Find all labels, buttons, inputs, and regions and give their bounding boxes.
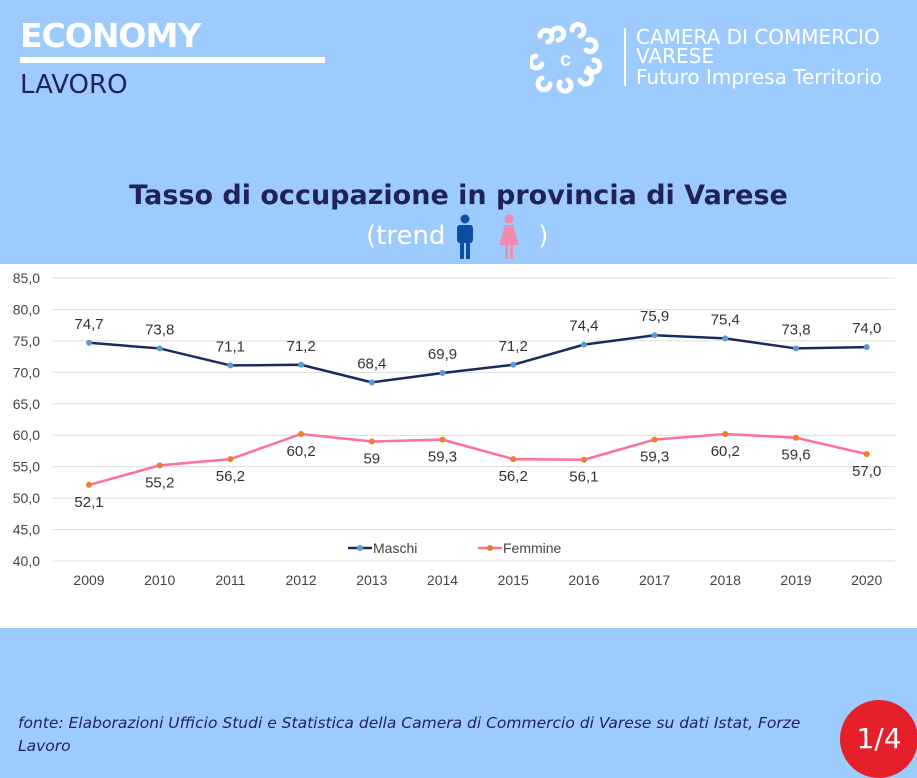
chart-title: Tasso di occupazione in provincia di Var… (129, 180, 788, 211)
data-point (722, 335, 729, 342)
data-label: 71,2 (286, 338, 315, 355)
data-label: 56,2 (499, 468, 528, 485)
data-point (722, 430, 729, 437)
data-point (580, 456, 587, 463)
source-note: fonte: Elaborazioni Ufficio Studi e Stat… (18, 714, 801, 755)
y-tick-label: 65,0 (13, 396, 40, 412)
data-point (156, 462, 163, 469)
data-label: 60,2 (711, 443, 740, 460)
data-point (863, 344, 870, 351)
title-underline (20, 57, 325, 63)
y-tick-label: 45,0 (13, 522, 40, 538)
data-label: 74,4 (569, 318, 598, 335)
x-tick-label: 2018 (710, 572, 741, 588)
data-label: 60,2 (286, 443, 315, 460)
data-point (86, 339, 92, 346)
male-figure-icon (456, 214, 473, 259)
x-tick-label: 2013 (356, 572, 387, 588)
data-label: 73,8 (781, 321, 810, 338)
data-label: 75,9 (640, 308, 669, 325)
data-label: 74,7 (74, 316, 103, 333)
y-tick-label: 70,0 (13, 364, 40, 380)
x-tick-label: 2015 (498, 572, 529, 588)
x-tick-label: 2019 (780, 572, 811, 588)
logo-divider (624, 28, 626, 86)
data-point (580, 341, 587, 348)
data-point (651, 436, 658, 443)
data-label: 71,1 (216, 338, 245, 355)
data-point (156, 345, 163, 352)
data-point (86, 481, 92, 488)
data-label: 55,2 (145, 474, 174, 491)
data-point (227, 456, 234, 463)
x-tick-label: 2020 (851, 572, 882, 588)
series-line-femmine (88, 432, 867, 487)
x-tick-label: 2011 (215, 572, 245, 588)
data-point (793, 345, 799, 352)
data-point (651, 332, 658, 339)
data-label: 56,2 (216, 468, 245, 485)
line-chart: 40,0 45,0 50,0 55,0 60,0 65,0 70,0 75,0 80,0 85,0… (13, 270, 895, 588)
x-tick-label: 2017 (639, 572, 670, 588)
data-label: 56,1 (569, 469, 598, 486)
data-point (227, 362, 234, 369)
data-label: 73,8 (145, 321, 174, 338)
data-label: 75,4 (711, 311, 740, 328)
data-label: 57,0 (852, 463, 881, 480)
legend-marker (487, 545, 493, 551)
data-label: 52,1 (74, 494, 103, 511)
chart-panel: 40,0 45,0 50,0 55,0 60,0 65,0 70,0 75,0 80,0 85,0… (0, 264, 917, 628)
data-point (368, 438, 375, 445)
x-tick-label: 2014 (427, 572, 458, 588)
data-point (298, 361, 305, 368)
data-label: 59,6 (781, 447, 810, 464)
data-point (368, 379, 375, 386)
data-label: 71,2 (499, 338, 528, 355)
y-tick-label: 55,0 (13, 459, 40, 475)
x-tick-label: 2009 (73, 572, 104, 588)
data-label: 68,4 (357, 355, 386, 372)
y-tick-label: 40,0 (13, 553, 40, 569)
subtitle-close: ) (538, 221, 549, 251)
y-tick-label: 60,0 (13, 427, 40, 443)
data-label: 74,0 (852, 320, 881, 337)
chamber-logo-icon: c (530, 22, 603, 94)
x-tick-label: 2016 (568, 572, 599, 588)
data-point (298, 430, 305, 437)
y-tick-label: 80,0 (13, 301, 40, 317)
data-point (510, 361, 517, 368)
org-name-line2: VARESE (636, 44, 714, 68)
data-label: 59,3 (428, 449, 457, 466)
y-tick-label: 75,0 (13, 333, 40, 349)
x-tick-label: 2010 (144, 572, 175, 588)
org-tagline: Futuro Impresa Territorio (636, 65, 883, 89)
data-label: 59 (363, 451, 380, 468)
data-point (439, 369, 446, 376)
data-point (510, 456, 517, 463)
legend-label: Maschi (373, 540, 417, 556)
legend-label: Femmine (503, 540, 562, 556)
female-figure-icon (498, 214, 519, 259)
y-tick-label: 50,0 (13, 490, 40, 506)
x-tick-label: 2012 (286, 572, 317, 588)
chart-subtitle: (trend ) (366, 214, 548, 260)
data-point (793, 434, 799, 441)
data-label: 59,3 (640, 449, 669, 466)
data-point (863, 451, 870, 458)
subtitle-open: (trend (366, 221, 446, 251)
series-line-maschi (88, 333, 867, 384)
data-point (439, 436, 446, 443)
org-name-line1: CAMERA DI COMMERCIO (636, 25, 880, 49)
data-label: 69,9 (428, 346, 457, 363)
svg-text:c: c (560, 49, 571, 71)
y-tick-label: 85,0 (13, 270, 40, 286)
subsection-title: LAVORO (20, 70, 128, 100)
section-title: ECONOMY (20, 16, 201, 55)
page-indicator: 1/4 (840, 700, 917, 778)
legend-marker (357, 545, 363, 551)
